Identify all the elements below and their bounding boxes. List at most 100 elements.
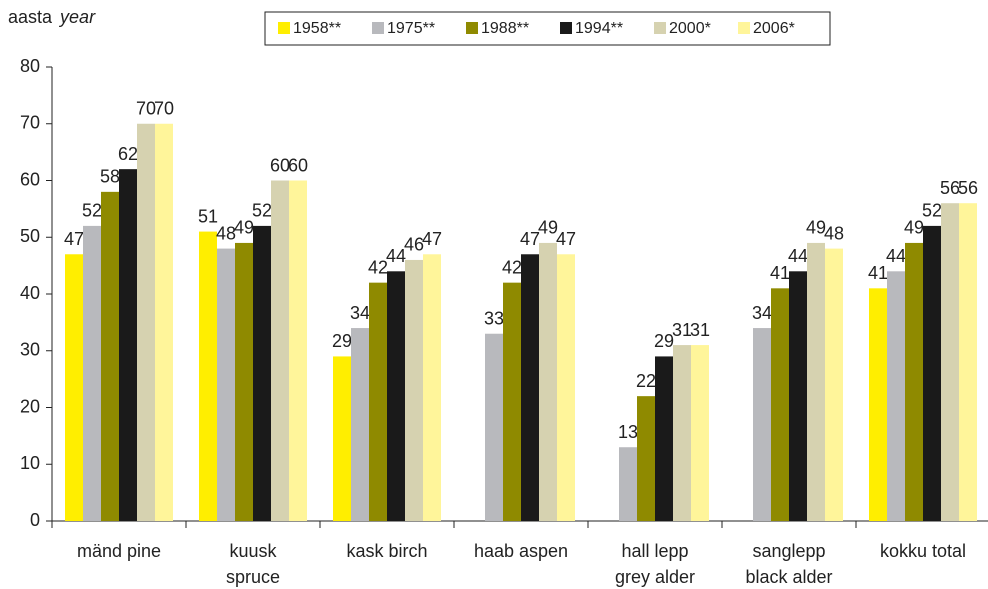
bar <box>119 169 137 521</box>
bar <box>869 288 887 521</box>
y-tick-label: 30 <box>20 340 40 360</box>
bar <box>825 248 843 521</box>
bar <box>941 203 959 521</box>
legend-box <box>264 11 831 46</box>
legend-swatch <box>372 22 384 34</box>
value-label: 52 <box>922 201 942 221</box>
value-label: 47 <box>422 229 442 249</box>
value-label: 29 <box>654 331 674 351</box>
bar <box>65 254 83 521</box>
bar <box>637 396 655 521</box>
y-tick-label: 70 <box>20 113 40 133</box>
value-label: 42 <box>502 257 522 277</box>
legend-swatch <box>278 22 290 34</box>
x-tick-label: haab aspen <box>473 541 569 561</box>
bar <box>753 328 771 521</box>
value-label: 70 <box>136 99 156 119</box>
bar <box>789 271 807 521</box>
legend-label: 1975** <box>387 20 435 37</box>
y-tick-label: 80 <box>20 56 40 76</box>
value-label: 52 <box>252 201 272 221</box>
legend-swatch <box>738 22 750 34</box>
bar <box>423 254 441 521</box>
value-label: 13 <box>618 422 638 442</box>
bar <box>557 254 575 521</box>
value-label: 62 <box>118 144 138 164</box>
bar <box>521 254 539 521</box>
value-label: 49 <box>538 218 558 238</box>
x-tick-label: mänd pine <box>76 541 162 561</box>
value-label: 49 <box>234 218 254 238</box>
bar <box>807 242 825 522</box>
bar <box>691 345 709 521</box>
value-label: 33 <box>484 308 504 328</box>
bar <box>137 123 155 521</box>
y-tick-label: 0 <box>30 510 40 530</box>
value-label: 31 <box>672 320 692 340</box>
x-tick-label: kask birch <box>346 541 428 561</box>
x-tick-label: hall lepp grey alder <box>614 541 696 587</box>
bar <box>771 288 789 521</box>
bar <box>485 333 503 521</box>
value-label: 34 <box>350 303 370 323</box>
value-label: 48 <box>824 223 844 243</box>
bar <box>387 271 405 521</box>
value-label: 47 <box>520 229 540 249</box>
bar <box>959 203 977 521</box>
value-label: 58 <box>100 167 120 187</box>
bar <box>923 225 941 521</box>
y-tick-label: 60 <box>20 169 40 189</box>
bar <box>887 271 905 521</box>
value-label: 46 <box>404 235 424 255</box>
legend-swatch <box>654 22 666 34</box>
value-label: 56 <box>940 178 960 198</box>
value-label: 51 <box>198 206 218 226</box>
bar <box>655 356 673 521</box>
value-label: 42 <box>368 257 388 277</box>
bar <box>619 447 637 521</box>
legend-label: 1988** <box>481 20 529 37</box>
value-label: 44 <box>886 246 906 266</box>
bar <box>271 180 289 521</box>
bar <box>905 242 923 522</box>
bar <box>503 282 521 521</box>
y-axis-label: aasta year <box>8 7 96 27</box>
y-tick-label: 40 <box>20 283 40 303</box>
x-tick-label: sanglepp black alder <box>745 541 833 587</box>
value-label: 44 <box>788 246 808 266</box>
value-label: 52 <box>82 201 102 221</box>
value-label: 49 <box>806 218 826 238</box>
bar <box>539 242 557 522</box>
bar <box>369 282 387 521</box>
bar <box>155 123 173 521</box>
legend-swatch <box>466 22 478 34</box>
y-tick-label: 50 <box>20 226 40 246</box>
x-tick-label: kokku total <box>879 541 967 561</box>
bar <box>351 328 369 521</box>
value-label: 56 <box>958 178 978 198</box>
value-label: 22 <box>636 371 656 391</box>
value-label: 48 <box>216 223 236 243</box>
value-label: 49 <box>904 218 924 238</box>
y-tick-label: 20 <box>20 396 40 416</box>
legend-swatch <box>560 22 572 34</box>
value-label: 47 <box>64 229 84 249</box>
bar <box>673 345 691 521</box>
legend-label: 1958** <box>293 20 341 37</box>
bar <box>217 248 235 521</box>
value-label: 47 <box>556 229 576 249</box>
legend-label: 2006* <box>753 20 795 37</box>
y-tick-label: 10 <box>20 453 40 473</box>
y-label-et: aasta <box>8 7 53 27</box>
bar <box>199 231 217 521</box>
bar <box>83 225 101 521</box>
bar <box>101 191 119 521</box>
value-label: 44 <box>386 246 406 266</box>
value-label: 34 <box>752 303 772 323</box>
value-label: 70 <box>154 99 174 119</box>
bar <box>235 242 253 522</box>
bar <box>253 225 271 521</box>
value-label: 41 <box>868 263 888 283</box>
